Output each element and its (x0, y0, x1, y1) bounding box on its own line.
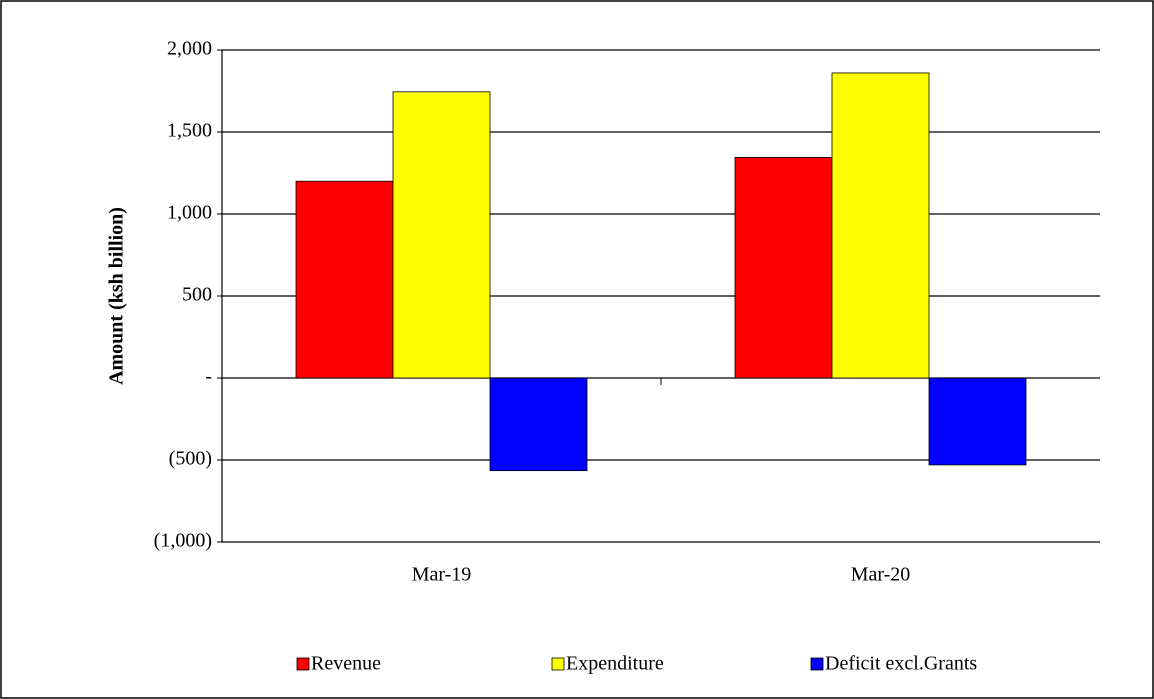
y-tick-label: 2,000 (167, 38, 212, 60)
bar (295, 180, 394, 379)
bar (928, 377, 1027, 466)
legend-label: Deficit excl.Grants (825, 653, 977, 675)
legend-swatch (296, 657, 310, 671)
y-tick-label: (1,000) (154, 530, 212, 552)
y-tick-label: 500 (182, 284, 212, 306)
legend-swatch (551, 657, 565, 671)
legend-label: Expenditure (566, 653, 664, 675)
bar (392, 91, 491, 379)
y-tick-label: 1,000 (167, 202, 212, 224)
x-tick-label: Mar-20 (851, 564, 911, 586)
y-tick-label: (500) (169, 448, 212, 470)
bar (734, 157, 833, 379)
bar (831, 72, 930, 379)
y-tick-label: - (205, 366, 212, 388)
bar (489, 377, 588, 472)
legend-label: Revenue (311, 653, 381, 675)
y-tick-label: 1,500 (167, 120, 212, 142)
x-tick-label: Mar-19 (412, 564, 472, 586)
legend-swatch (810, 657, 824, 671)
y-axis-label: Amount (ksh billion) (106, 207, 128, 385)
